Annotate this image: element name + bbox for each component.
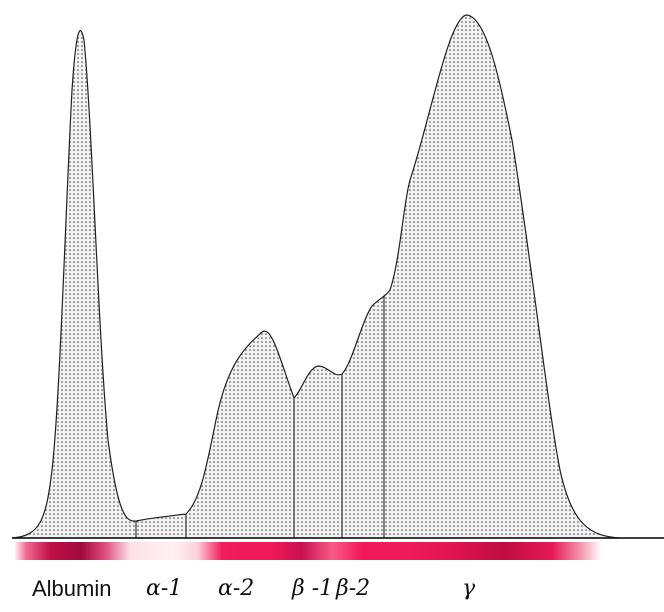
label-beta-1: β -1 bbox=[292, 576, 334, 601]
label-albumin: Albumin bbox=[32, 576, 112, 601]
gel-band-strip bbox=[14, 542, 626, 580]
label-alpha-1: α-1 bbox=[146, 576, 183, 601]
label-gamma: γ bbox=[462, 576, 476, 601]
label-beta-2: β-2 bbox=[336, 576, 371, 601]
label-alpha-2: α-2 bbox=[218, 576, 255, 601]
density-curve bbox=[11, 14, 664, 539]
densitometry-svg bbox=[11, 14, 664, 580]
